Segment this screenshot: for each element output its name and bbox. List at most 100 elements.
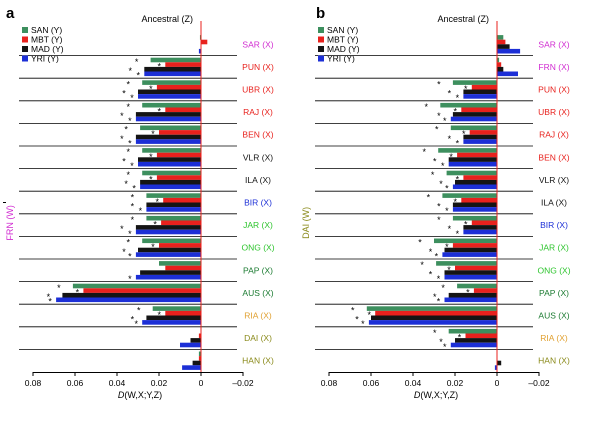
bar-san [366,306,497,311]
significance-star: * [124,179,128,189]
bar-mbt [375,310,497,316]
significance-star: * [427,192,431,202]
bar-yri [463,139,497,144]
x-tick-label: 0.02 [151,378,168,388]
significance-star: * [466,287,470,297]
significance-star: * [418,238,422,248]
bar-mbt [161,220,201,226]
legend-swatch [318,36,324,43]
bar-mbt [463,175,497,180]
significance-star: * [139,206,143,216]
bar-san [142,102,201,108]
bar-san [142,238,201,244]
significance-star: * [131,202,135,212]
legend-swatch [22,55,28,62]
bar-mad [444,270,497,275]
category-label: HAN (X) [538,356,570,366]
bar-yri [494,365,497,370]
legend-swatch [318,27,324,33]
category-label: JAR (X) [539,243,569,253]
significance-star: * [128,229,132,239]
bar-mbt [497,62,502,67]
significance-star: * [445,242,449,252]
significance-star: * [126,147,130,157]
significance-star: * [128,138,132,148]
bar-yri [135,252,201,257]
significance-star: * [439,337,443,347]
bar-yri [198,48,201,54]
significance-star: * [158,107,162,117]
significance-star: * [429,247,433,257]
bar-mad [448,157,497,162]
significance-star: * [137,71,141,81]
bar-san [146,193,201,198]
legend-swatch [318,55,324,62]
bar-yri [140,184,201,190]
legend-label: MAD (Y) [31,44,64,54]
legend-label: SAN (Y) [327,25,358,35]
significance-star: * [437,202,441,212]
bar-mbt [159,130,201,135]
category-label: JAR (X) [243,220,273,230]
significance-star: * [447,265,451,275]
bar-yri [182,365,201,370]
bar-mad [135,112,201,117]
bar-yri [448,161,497,167]
significance-star: * [126,170,130,180]
x-tick-label: 0 [199,378,204,388]
significance-star: * [429,269,433,279]
category-label: ILA (X) [245,175,271,185]
significance-star: * [355,315,359,325]
bar-mbt [165,107,201,113]
chart-panel-a: a Ancestral (Z)FRN (W)SAR (X)* ** *PUN (X)*… [3,5,275,400]
bar-mad [371,315,497,321]
category-label: VLR (X) [539,175,569,185]
significance-star: * [437,297,441,307]
bar-yri [144,71,201,77]
category-label: PUN (X) [538,85,570,95]
significance-star: * [130,161,134,171]
bar-san [452,215,497,221]
legend-label: MAD (Y) [327,44,360,54]
significance-star: * [151,242,155,252]
bar-mad [138,89,201,95]
bar-san [146,215,201,221]
x-axis-label-suffix: (W,X;Y,Z) [124,390,162,400]
category-label: UBR (X) [242,85,274,95]
significance-star: * [456,174,460,184]
significance-star: * [137,305,141,315]
category-label: RAJ (X) [539,130,569,140]
x-tick-label: 0.04 [405,378,422,388]
x-tick-label: 0 [495,378,500,388]
bar-mad [138,157,201,162]
bar-mbt [457,152,497,158]
category-label: PAP (X) [243,265,273,275]
bar-san [142,80,201,85]
bar-yri [135,139,201,144]
bar-yri [452,184,497,190]
bar-san [142,148,201,153]
bar-mad [144,66,201,72]
significance-star: * [456,138,460,148]
significance-star: * [131,192,135,202]
category-label: PUN (X) [242,62,274,72]
legend-label: MBT (Y) [31,35,63,45]
bar-mbt [461,197,497,203]
bar-mbt [83,288,201,293]
x-tick-label: 0.04 [109,378,126,388]
category-label: HAN (X) [242,356,274,366]
x-tick-label: 0.08 [25,378,42,388]
bar-mbt [452,243,497,248]
significance-star: * [437,111,441,121]
x-tick-label: 0.02 [447,378,464,388]
bar-san [440,102,497,108]
bar-mad [140,270,201,275]
significance-star: * [135,57,139,67]
bar-san [497,57,500,63]
significance-star: * [126,238,130,248]
bar-mbt [165,310,201,316]
significance-star: * [131,315,135,325]
bar-mbt [198,356,201,361]
legend-label: YRI (Y) [31,54,59,64]
